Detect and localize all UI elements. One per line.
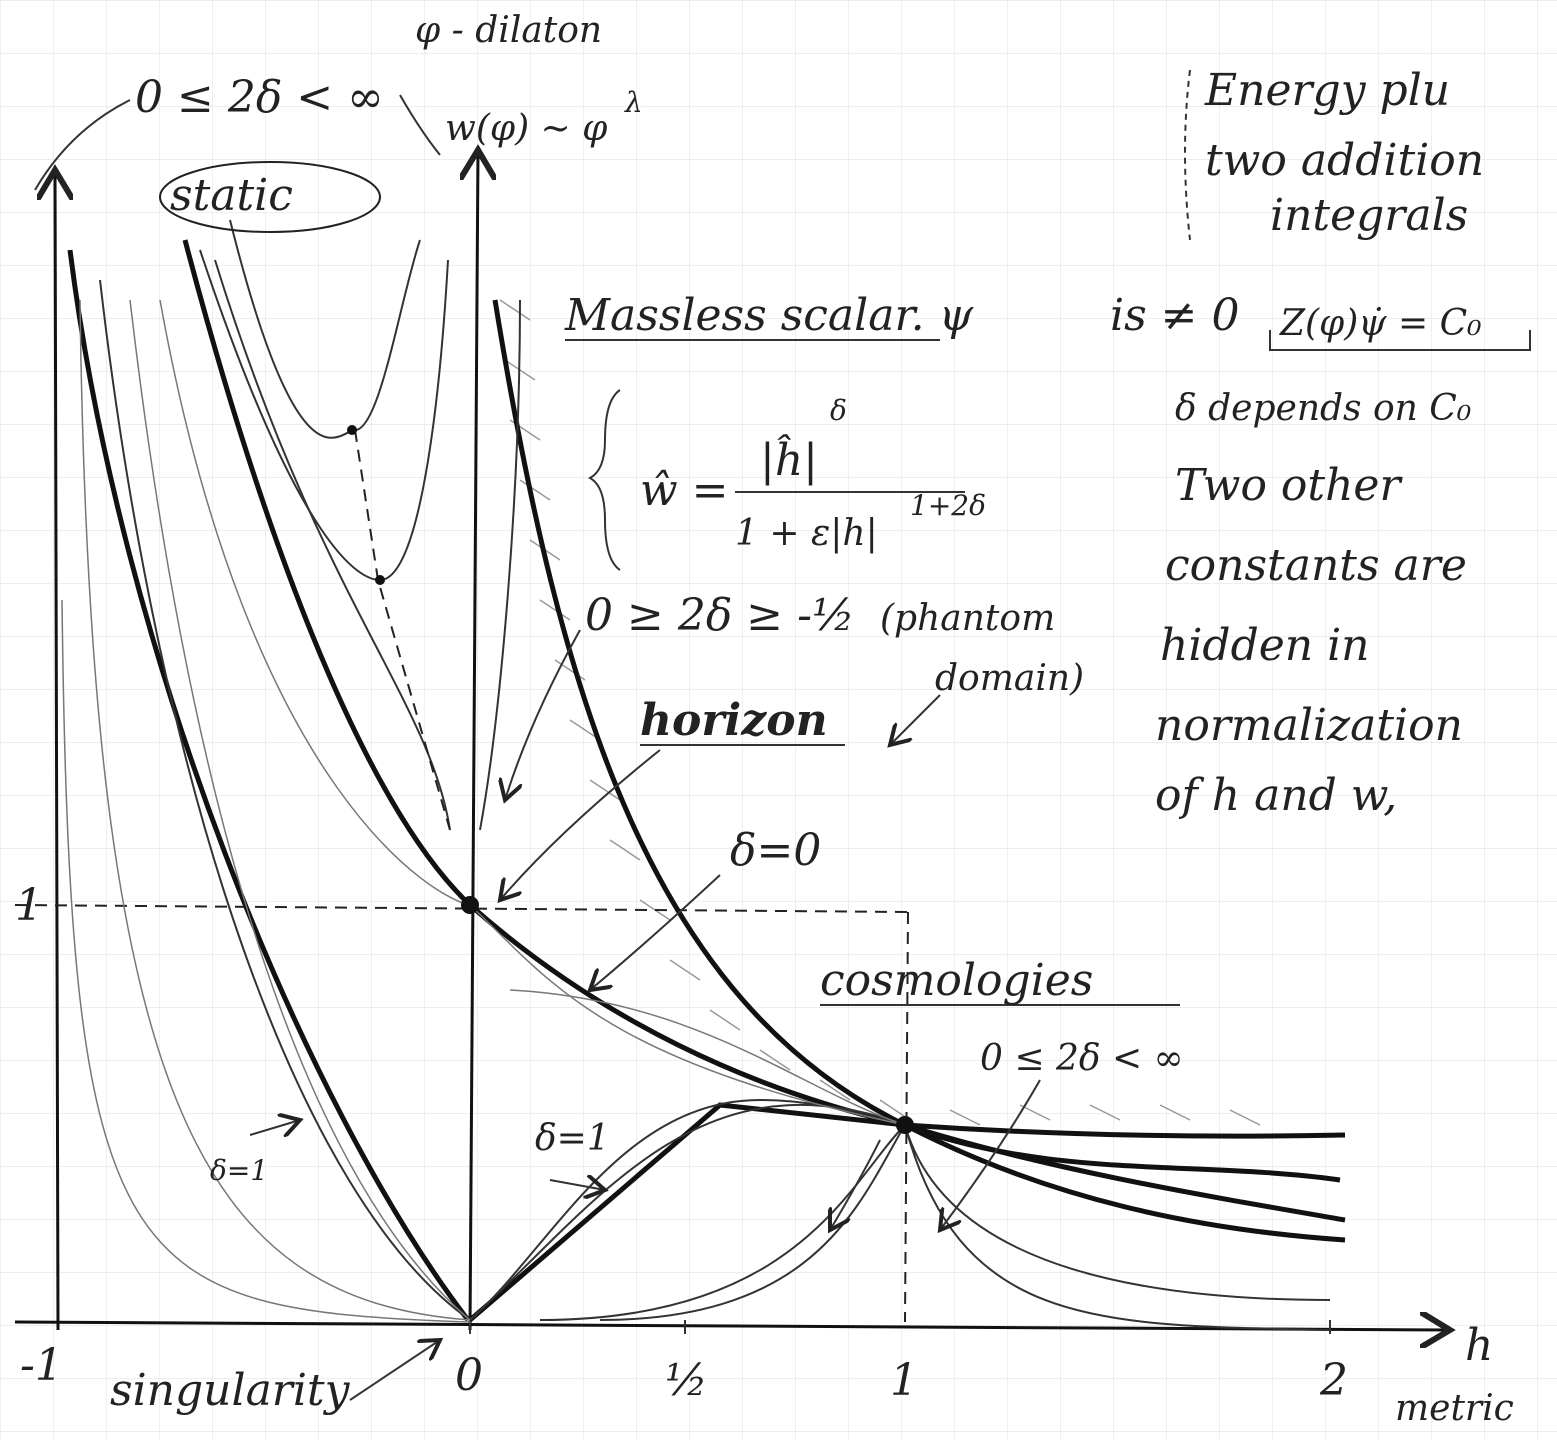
delta-zero: δ=0 <box>730 825 821 876</box>
note: hidden in <box>1160 620 1370 671</box>
note: normalization <box>1155 700 1463 751</box>
delta-one: δ=1 <box>535 1118 610 1159</box>
x-tick-label: 0 <box>455 1350 483 1401</box>
x-tick-label: 2 <box>1319 1355 1348 1406</box>
formula-denominator: 1 + ε|h| <box>735 513 878 554</box>
note-line: Energy plu <box>1204 65 1450 116</box>
formula-lhs: ŵ = <box>640 465 729 516</box>
cosmologies-label: cosmologies <box>820 955 1093 1006</box>
potential: w(φ) ~ φ <box>445 108 608 149</box>
note: δ depends on C₀ <box>1175 388 1471 429</box>
scalar-nonzero: is ≠ 0 <box>1110 290 1240 341</box>
potential-exp: λ <box>624 86 643 119</box>
phantom-label: domain) <box>935 658 1084 699</box>
phantom-range: 0 ≥ 2δ ≥ -½ <box>585 590 855 641</box>
x-axis-name: h <box>1465 1320 1493 1371</box>
singularity-label: singularity <box>110 1365 351 1416</box>
y-tick-label: 1 <box>15 880 43 931</box>
x-tick-label: ½ <box>665 1355 708 1406</box>
formula-denominator-exp: 1+2δ <box>910 489 986 522</box>
phantom-label: (phantom <box>880 598 1055 639</box>
scalar-integral: Z(φ)ψ̇ = C₀ <box>1279 303 1482 344</box>
note: Two other <box>1175 460 1403 511</box>
diagram: φ - dilaton 0 ≤ 2δ < ∞ w(φ) ~ φ λ static… <box>0 0 1557 1440</box>
delta-one: δ=1 <box>210 1154 268 1187</box>
x-axis-desc: metric <box>1395 1388 1514 1429</box>
formula-numerator-exp: δ <box>830 394 847 427</box>
formula-numerator: |ĥ| <box>760 433 818 486</box>
static-label: static <box>170 170 293 221</box>
x-tick-label: 1 <box>890 1355 918 1406</box>
horizon-label: horizon <box>640 695 828 746</box>
note: constants are <box>1165 540 1467 591</box>
cosmo-range: 0 ≤ 2δ < ∞ <box>980 1038 1184 1079</box>
x-tick-label: -1 <box>20 1340 63 1391</box>
note-line: two addition <box>1205 135 1484 186</box>
page: φ - dilaton 0 ≤ 2δ < ∞ w(φ) ~ φ λ static… <box>0 0 1557 1440</box>
note-line: integrals <box>1270 190 1468 241</box>
delta-range: 0 ≤ 2δ < ∞ <box>135 72 384 123</box>
note: of h and w, <box>1155 770 1397 821</box>
scalar-title: Massless scalar. ψ <box>564 290 974 341</box>
dilaton-label: φ - dilaton <box>415 10 602 51</box>
